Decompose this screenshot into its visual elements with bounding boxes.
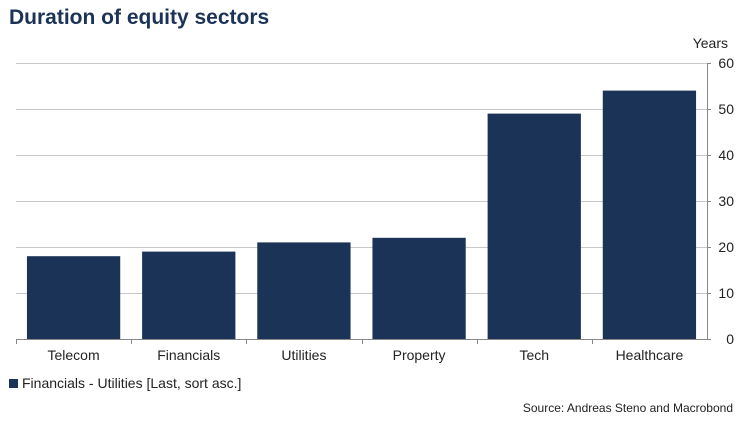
y-axis-unit-label: Years bbox=[693, 35, 728, 51]
source-note: Source: Andreas Steno and Macrobond bbox=[522, 401, 733, 415]
bar-tech bbox=[487, 113, 581, 339]
chart-title: Duration of equity sectors bbox=[9, 6, 270, 29]
x-tick-label: Tech bbox=[519, 347, 549, 363]
legend-label: Financials - Utilities [Last, sort asc.] bbox=[22, 375, 242, 391]
legend: Financials - Utilities [Last, sort asc.] bbox=[9, 375, 241, 391]
bars bbox=[26, 90, 697, 339]
bar-property bbox=[372, 237, 466, 339]
x-tick-labels: Telecom Financials Utilities Property Tech He… bbox=[48, 347, 684, 363]
x-tick-label: Utilities bbox=[281, 347, 326, 363]
bar-utilities bbox=[257, 242, 351, 339]
x-tick-label: Telecom bbox=[48, 347, 100, 363]
y-tick-label: 0 bbox=[726, 331, 734, 347]
axes bbox=[16, 63, 711, 344]
y-tick-labels: 0 10 20 30 40 50 60 bbox=[718, 55, 734, 347]
y-tick-label: 60 bbox=[718, 55, 734, 71]
y-tick-label: 40 bbox=[718, 147, 734, 163]
x-tick-label: Property bbox=[393, 347, 446, 363]
y-tick-label: 20 bbox=[718, 239, 734, 255]
legend-swatch bbox=[9, 378, 18, 388]
y-tick-label: 30 bbox=[718, 193, 734, 209]
bar-telecom bbox=[26, 256, 121, 339]
gridlines bbox=[16, 63, 707, 294]
x-tick-label: Healthcare bbox=[616, 347, 684, 363]
y-tick-label: 10 bbox=[718, 285, 734, 301]
bar-financials bbox=[142, 251, 236, 339]
bar-healthcare bbox=[602, 90, 697, 339]
x-tick-label: Financials bbox=[157, 347, 220, 363]
y-tick-label: 50 bbox=[718, 101, 734, 117]
